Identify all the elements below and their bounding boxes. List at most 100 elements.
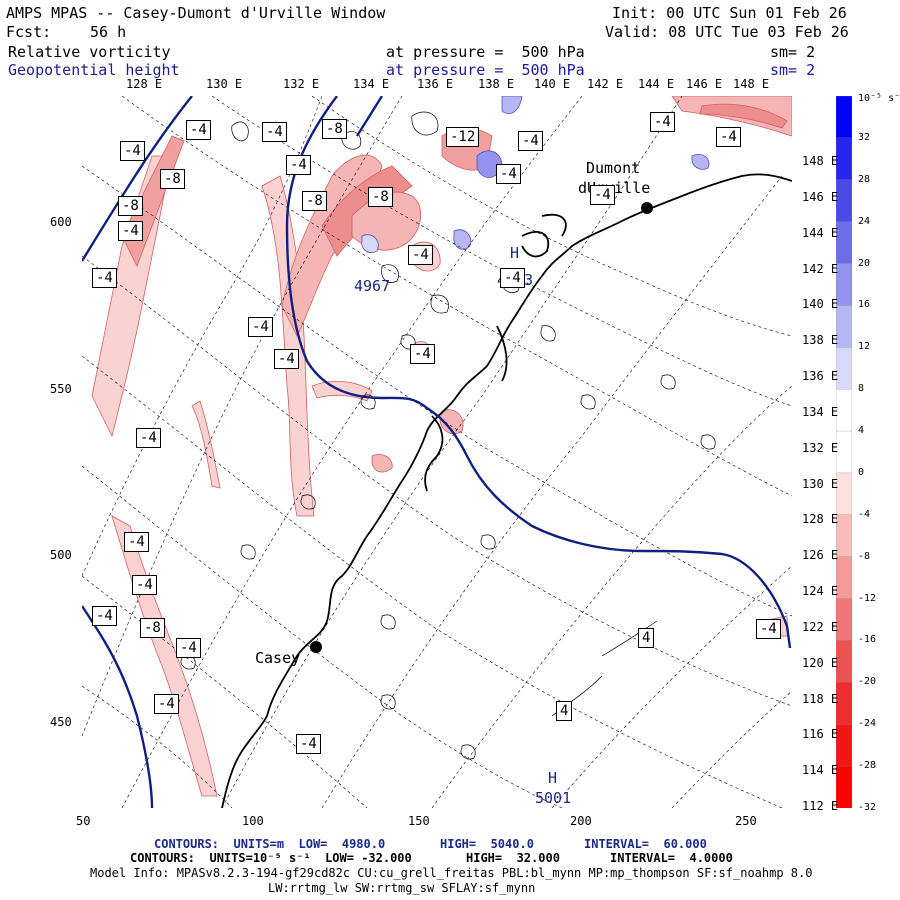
init-time: Init: 00 UTC Sun 01 Feb 26 xyxy=(612,4,847,22)
vorticity-value-label: -4 xyxy=(176,638,201,658)
lon-label-right: 112 E xyxy=(802,799,839,813)
lon-label-right: 142 E xyxy=(802,261,839,276)
vorticity-value-label: -4 xyxy=(518,131,543,151)
vorticity-value-label: -8 xyxy=(322,119,347,139)
field2-smoothing: sm= 2 xyxy=(770,61,816,79)
vorticity-value-label: -12 xyxy=(446,127,480,147)
colorbar-label: 8 xyxy=(858,383,865,395)
vorticity-value-label: -8 xyxy=(160,169,185,189)
lon-label-right: 130 E xyxy=(802,476,839,491)
map-panel[interactable] xyxy=(82,96,792,808)
colorbar-swatch xyxy=(836,221,852,265)
colorbar-label: -24 xyxy=(858,718,877,730)
colorbar-label: 24 xyxy=(858,215,871,227)
high-marker: H xyxy=(548,769,558,787)
vorticity-value-label: -4 xyxy=(650,112,675,132)
colorbar-label: -12 xyxy=(858,592,877,604)
lon-label-right: 140 E xyxy=(802,297,839,312)
colorbar-swatch xyxy=(836,724,852,767)
vorticity-value-label: -4 xyxy=(274,349,299,369)
vorticity-value-label: 4 xyxy=(638,628,655,648)
colorbar-swatch xyxy=(836,137,852,181)
x-tick: 200 xyxy=(570,814,592,828)
vorticity-value-label: -4 xyxy=(756,619,781,639)
lon-label-right: 122 E xyxy=(802,619,839,634)
lon-label-top: 140 E xyxy=(534,77,571,91)
footer-vort-interval: INTERVAL= 4.0000 xyxy=(610,851,733,865)
colorbar-swatch xyxy=(836,347,852,390)
field2-name: Geopotential height xyxy=(8,61,180,79)
vorticity-value-label: -8 xyxy=(302,191,327,211)
colorbar-swatch xyxy=(836,765,852,808)
vorticity-value-label: -4 xyxy=(590,185,615,205)
map-background xyxy=(82,96,792,808)
lon-label-top: 132 E xyxy=(283,77,320,91)
x-tick: 50 xyxy=(76,814,91,828)
colorbar-swatch xyxy=(836,389,852,432)
colorbar-swatch xyxy=(836,305,852,348)
footer-height-high: HIGH= 5040.0 xyxy=(440,837,534,851)
colorbar-label: -28 xyxy=(858,760,877,772)
vorticity-value-label: -4 xyxy=(92,268,117,288)
vorticity-value-label: 4 xyxy=(556,701,573,721)
vorticity-contours xyxy=(180,111,716,760)
vorticity-value-label: -4 xyxy=(136,428,161,448)
vorticity-value-label: -4 xyxy=(118,221,143,241)
y-tick: 600 xyxy=(50,215,72,229)
lon-label-top: 134 E xyxy=(353,77,390,91)
vorticity-value-label: -4 xyxy=(500,268,525,288)
footer-vort-high: HIGH= 32.000 xyxy=(466,851,560,865)
field1-smoothing: sm= 2 xyxy=(770,43,816,61)
x-tick: 100 xyxy=(242,814,264,828)
colorbar-swatch xyxy=(836,430,852,474)
vorticity-value-label: -4 xyxy=(154,694,179,714)
vorticity-value-label: -4 xyxy=(286,155,311,175)
colorbar-swatch xyxy=(836,263,852,307)
vorticity-value-label: -4 xyxy=(248,317,273,337)
vorticity-positive-shading xyxy=(361,96,710,253)
lon-label-top: 144 E xyxy=(638,77,675,91)
lon-label-right: 120 E xyxy=(802,655,839,670)
high-marker: H xyxy=(510,244,520,262)
lon-label-right: 126 E xyxy=(802,548,839,563)
colorbar-swatch xyxy=(836,514,852,558)
lon-label-right: 134 E xyxy=(802,404,839,419)
height-label: 5001 xyxy=(535,789,572,807)
lon-label-top: 148 E xyxy=(733,77,770,91)
station-label-dumont: Dumont xyxy=(586,159,641,177)
plot-title: AMPS MPAS -- Casey-Dumont d'Urville Wind… xyxy=(6,4,386,22)
lon-label-right: 116 E xyxy=(802,727,839,742)
vorticity-value-label: -4 xyxy=(92,606,117,626)
lon-label-right: 144 E xyxy=(802,225,839,240)
vorticity-value-label: -4 xyxy=(124,532,149,552)
y-tick: 550 xyxy=(50,382,72,396)
footer-model-info: Model Info: MPASv8.2.3-194-gf29cd82c CU:… xyxy=(90,866,813,880)
forecast-label: Fcst: xyxy=(6,23,52,41)
colorbar-label: -4 xyxy=(858,508,871,520)
station-marker[interactable] xyxy=(641,202,653,214)
colorbar-label: -16 xyxy=(858,634,877,646)
valid-time: Valid: 08 UTC Tue 03 Feb 26 xyxy=(605,23,849,41)
footer-height-interval: INTERVAL= 60.000 xyxy=(584,837,707,851)
colorbar-swatch xyxy=(836,179,852,223)
colorbar-swatch xyxy=(836,96,852,139)
colorbar-swatch xyxy=(836,472,852,516)
station-marker[interactable] xyxy=(310,641,322,653)
colorbar-swatch xyxy=(836,598,852,642)
y-tick: 450 xyxy=(50,715,72,729)
colorbar-label: 0 xyxy=(858,466,865,478)
y-tick: 500 xyxy=(50,548,72,562)
colorbar-swatch xyxy=(836,640,852,684)
vorticity-value-label: -8 xyxy=(118,196,143,216)
latlon-grid xyxy=(82,96,792,808)
geopotential-height-contours xyxy=(82,96,792,808)
station-label-casey: Casey xyxy=(255,649,301,667)
vorticity-value-label: -8 xyxy=(368,187,393,207)
height-label: 4967 xyxy=(354,277,391,295)
lon-label-top: 136 E xyxy=(417,77,454,91)
lon-label-right: 132 E xyxy=(802,440,839,455)
lon-label-right: 136 E xyxy=(802,369,839,383)
vorticity-value-label: -4 xyxy=(408,245,433,265)
colorbar-label: 28 xyxy=(858,173,871,185)
footer-model-info-2: LW:rrtmg_lw SW:rrtmg_sw SFLAY:sf_mynn xyxy=(268,881,536,895)
